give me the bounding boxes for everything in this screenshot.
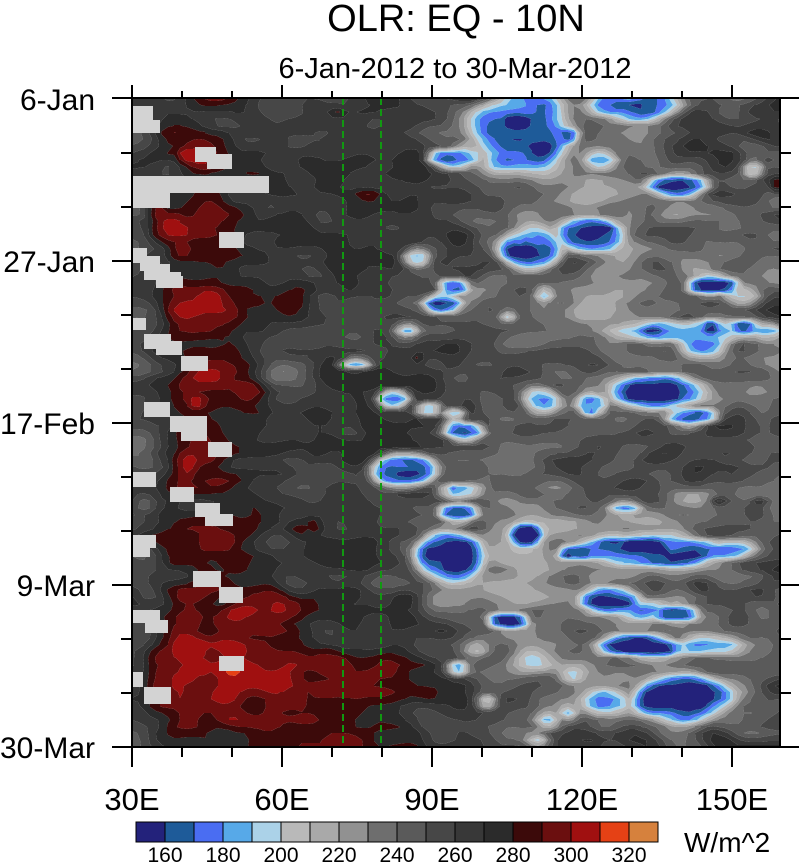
svg-text:150E: 150E bbox=[696, 782, 768, 817]
svg-text:120E: 120E bbox=[546, 782, 618, 817]
svg-text:OLR: EQ - 10N: OLR: EQ - 10N bbox=[327, 0, 585, 40]
svg-text:27-Jan: 27-Jan bbox=[3, 246, 95, 279]
svg-text:60E: 60E bbox=[254, 782, 309, 817]
svg-text:300: 300 bbox=[553, 844, 588, 863]
svg-text:220: 220 bbox=[321, 844, 356, 863]
svg-text:240: 240 bbox=[379, 844, 414, 863]
svg-text:180: 180 bbox=[205, 844, 240, 863]
svg-text:30-Mar: 30-Mar bbox=[0, 732, 95, 765]
svg-text:W/m^2: W/m^2 bbox=[684, 827, 770, 858]
svg-text:6-Jan: 6-Jan bbox=[20, 84, 95, 117]
svg-text:160: 160 bbox=[147, 844, 182, 863]
svg-text:6-Jan-2012 to 30-Mar-2012: 6-Jan-2012 to 30-Mar-2012 bbox=[278, 53, 631, 85]
svg-text:320: 320 bbox=[611, 844, 646, 863]
svg-text:260: 260 bbox=[437, 844, 472, 863]
svg-text:90E: 90E bbox=[404, 782, 459, 817]
svg-text:200: 200 bbox=[263, 844, 298, 863]
svg-text:9-Mar: 9-Mar bbox=[17, 570, 95, 603]
svg-text:280: 280 bbox=[495, 844, 530, 863]
svg-text:17-Feb: 17-Feb bbox=[0, 408, 95, 441]
svg-text:30E: 30E bbox=[104, 782, 159, 817]
